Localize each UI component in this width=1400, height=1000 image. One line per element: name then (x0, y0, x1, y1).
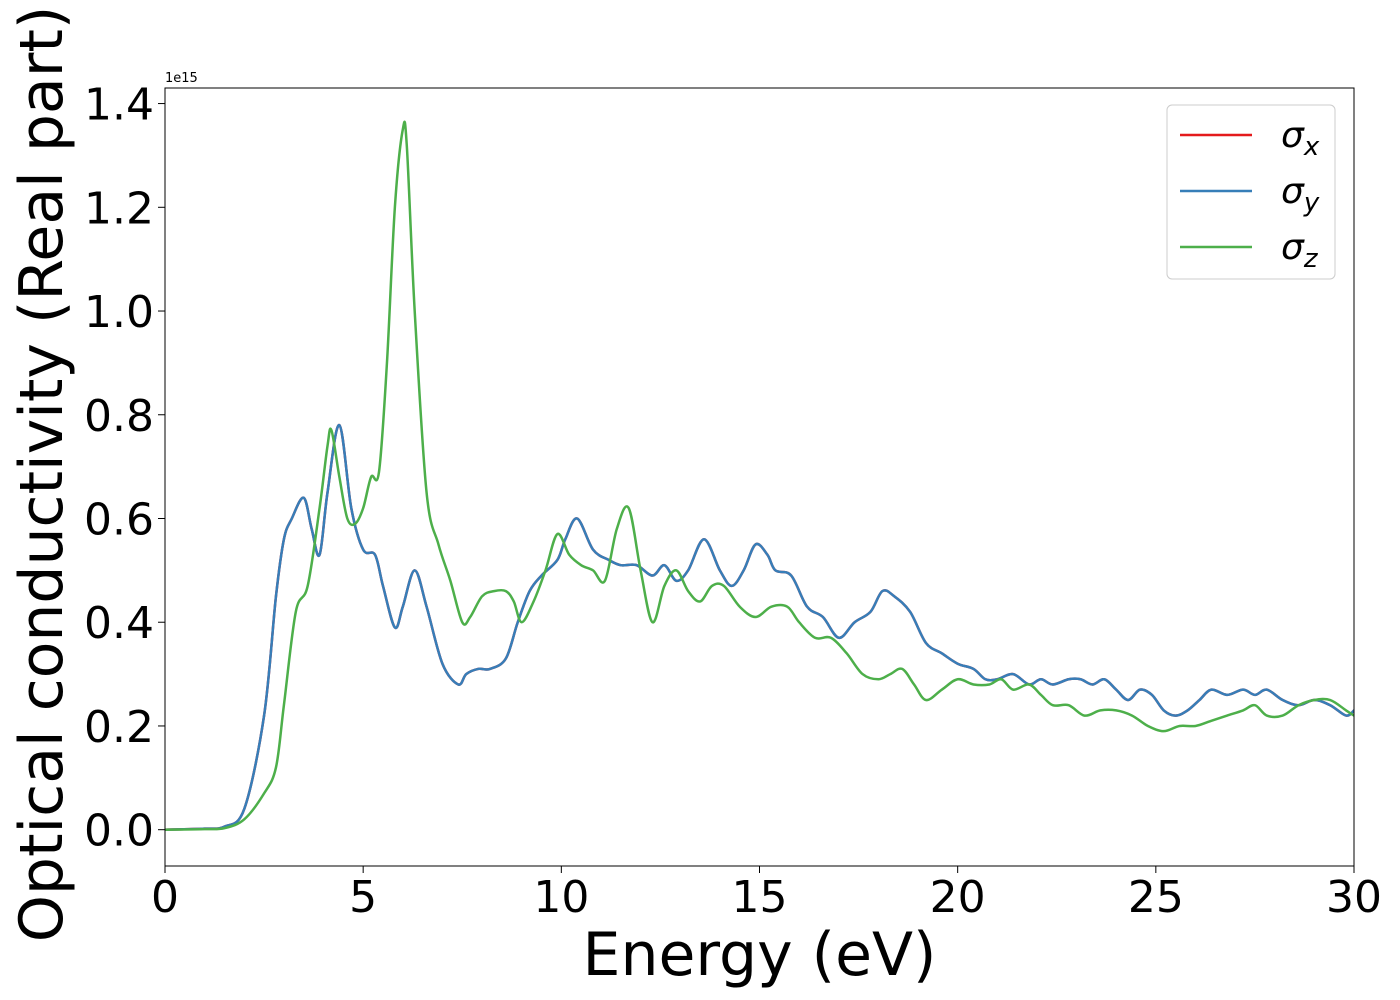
y-axis: 0.0 0.2 0.4 0.6 0.8 1.0 1.2 1.4 (84, 80, 165, 857)
x-tick-label: 5 (349, 872, 377, 923)
series-line-x (165, 423, 1354, 831)
series-line-z (165, 120, 1354, 831)
legend-label: σx (1281, 115, 1320, 162)
y-axis-title: Optical conductivity (Real part) (7, 6, 77, 943)
legend-label: σy (1281, 171, 1320, 218)
legend: σx σy σz (1166, 104, 1336, 280)
y-tick-label: 0.6 (84, 494, 154, 545)
x-tick-label: 20 (930, 872, 986, 923)
y-tick-label: 1.4 (84, 80, 154, 131)
x-axis-title: Energy (eV) (583, 920, 937, 990)
y-tick-label: 0.0 (84, 806, 154, 857)
legend-label: σz (1281, 227, 1319, 274)
x-axis: 0 5 10 15 20 25 30 (151, 866, 1382, 923)
legend-item-y: σy (1180, 171, 1320, 218)
series-layer (165, 120, 1354, 831)
legend-items: σx σy σz (1180, 115, 1320, 274)
x-tick-label: 0 (151, 872, 179, 923)
series-line-y (165, 423, 1354, 831)
x-tick-label: 30 (1326, 872, 1382, 923)
x-tick-label: 10 (533, 872, 589, 923)
y-offset-label: 1e15 (165, 71, 198, 86)
x-tick-label: 15 (732, 872, 788, 923)
legend-item-z: σz (1180, 227, 1319, 274)
y-tick-label: 0.4 (84, 598, 154, 649)
y-tick-label: 1.0 (84, 287, 154, 338)
y-tick-label: 1.2 (84, 183, 154, 234)
y-tick-label: 0.2 (84, 702, 154, 753)
x-tick-label: 25 (1128, 872, 1184, 923)
y-tick-label: 0.8 (84, 391, 154, 442)
legend-item-x: σx (1180, 115, 1320, 162)
